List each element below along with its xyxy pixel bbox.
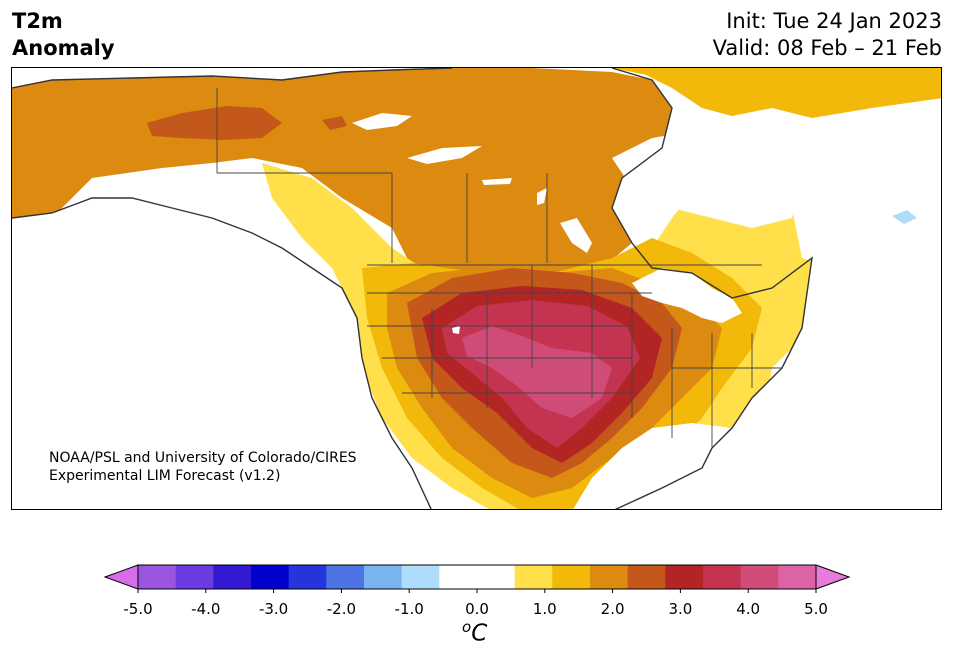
colorbar-over-arrow bbox=[815, 564, 851, 590]
colorbar-segments bbox=[138, 565, 817, 589]
credit-line-2: Experimental LIM Forecast (v1.2) bbox=[49, 468, 281, 484]
colorbar-tick-label: 3.0 bbox=[668, 600, 693, 618]
unit-degree: o bbox=[462, 618, 472, 636]
forecast-dates: Init: Tue 24 Jan 2023 Valid: 08 Feb – 21… bbox=[713, 8, 942, 62]
colorbar-segment bbox=[288, 565, 327, 589]
gulf-of-mexico bbox=[573, 423, 791, 509]
atlantic-ocean bbox=[762, 273, 941, 509]
colorbar-segment bbox=[778, 565, 817, 589]
lake-small-west bbox=[452, 326, 460, 334]
colorbar-tick-label: 1.0 bbox=[532, 600, 557, 618]
great-lakes bbox=[632, 268, 742, 323]
init-date: Init: Tue 24 Jan 2023 bbox=[726, 9, 942, 33]
colorbar-segment bbox=[138, 565, 177, 589]
anomaly-map: NOAA/PSL and University of Colorado/CIRE… bbox=[11, 67, 942, 510]
credit-text: NOAA/PSL and University of Colorado/CIRE… bbox=[49, 449, 357, 485]
colorbar-segment bbox=[364, 565, 403, 589]
anomaly-region-pink bbox=[462, 326, 612, 418]
political-borders bbox=[216, 88, 782, 448]
newfoundland-cold bbox=[892, 210, 917, 224]
title-line-2: Anomaly bbox=[12, 36, 115, 60]
colorbar-segment bbox=[326, 565, 365, 589]
title-line-1: T2m bbox=[12, 9, 63, 33]
colorbar-tick-label: 5.0 bbox=[804, 600, 828, 618]
colorbar-segment bbox=[514, 565, 553, 589]
colorbar-segment bbox=[740, 565, 779, 589]
colorbar-unit: oC bbox=[462, 618, 487, 647]
colorbar-tick-label: -5.0 bbox=[123, 600, 153, 618]
colorbar-segment bbox=[703, 565, 742, 589]
lake-great-slave bbox=[407, 146, 482, 164]
anomaly-region-canada-darkorange-1 bbox=[147, 106, 282, 140]
colorbar-segment bbox=[552, 565, 591, 589]
lake-athabasca bbox=[482, 178, 512, 185]
colorbar-tick-label: -3.0 bbox=[258, 600, 289, 618]
colorbar-segment bbox=[251, 565, 290, 589]
lake-winnipeg bbox=[560, 218, 592, 253]
pacific-ocean bbox=[12, 198, 432, 509]
anomaly-region-greenland-edge bbox=[632, 68, 941, 118]
unit-base: C bbox=[471, 620, 488, 647]
colorbar-segment bbox=[439, 565, 478, 589]
credit-line-1: NOAA/PSL and University of Colorado/CIRE… bbox=[49, 450, 357, 466]
map-title: T2m Anomaly bbox=[12, 8, 115, 62]
map-svg bbox=[12, 68, 941, 509]
colorbar-segment bbox=[175, 565, 214, 589]
colorbar-segment bbox=[213, 565, 252, 589]
colorbar-segment bbox=[590, 565, 629, 589]
colorbar-segment bbox=[401, 565, 440, 589]
colorbar-tick-label: 4.0 bbox=[736, 600, 761, 618]
lake-reindeer bbox=[537, 188, 547, 205]
colorbar-ticks bbox=[137, 589, 817, 593]
colorbar-segment bbox=[665, 565, 704, 589]
colorbar-tick-label: -1.0 bbox=[394, 600, 424, 618]
colorbar-tick-label: -4.0 bbox=[191, 600, 221, 618]
colorbar-segment bbox=[477, 565, 516, 589]
colorbar-under-arrow bbox=[103, 564, 139, 590]
colorbar-tick-label: -2.0 bbox=[326, 600, 357, 618]
coastline bbox=[12, 68, 813, 509]
colorbar-tick-label: 2.0 bbox=[600, 600, 625, 618]
anomaly-region-canada-darkorange-2 bbox=[322, 116, 347, 130]
colorbar-segment bbox=[627, 565, 666, 589]
colorbar bbox=[103, 564, 851, 593]
valid-dates: Valid: 08 Feb – 21 Feb bbox=[712, 36, 942, 60]
quebec-neutral bbox=[712, 123, 941, 268]
lake-great-bear bbox=[352, 113, 412, 130]
colorbar-tick-label: 0.0 bbox=[465, 600, 489, 618]
